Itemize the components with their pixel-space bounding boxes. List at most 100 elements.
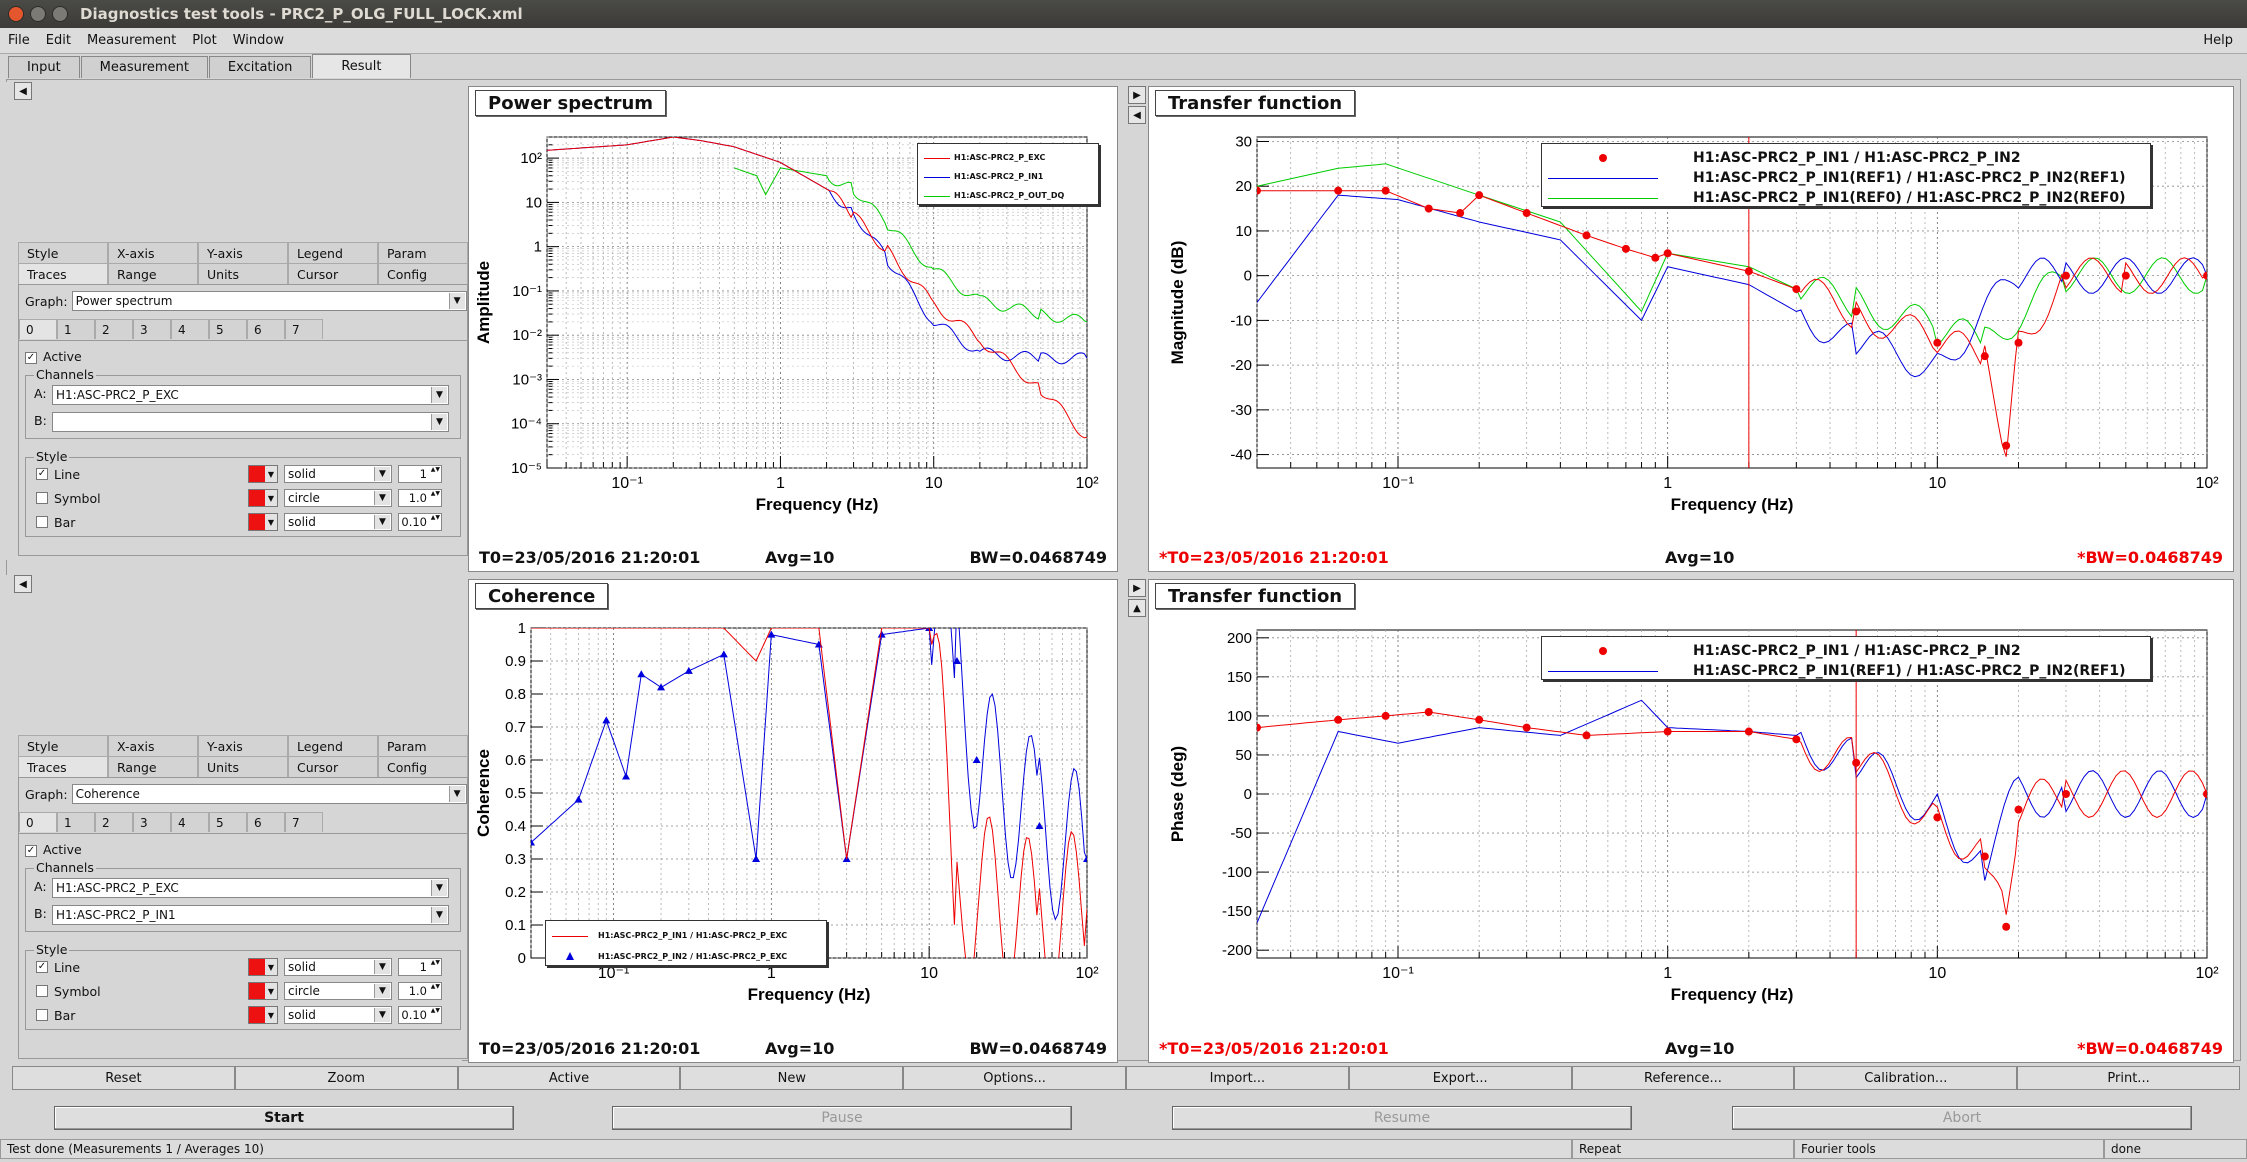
menu-file[interactable]: File xyxy=(8,33,30,48)
checkbox-icon[interactable] xyxy=(36,985,48,997)
line-size-spinner[interactable]: 1 xyxy=(398,958,442,976)
plot-canvas[interactable]: 10⁻¹ 1 10 10² 1 0.9 0.8 0.7 0.6 0.5 0.4 0.3 0.2 0.1 0 F… xyxy=(469,580,1117,1062)
option-tab[interactable]: Cursor xyxy=(288,756,378,777)
trace-tab[interactable]: 0 xyxy=(19,319,57,339)
option-tab[interactable]: Cursor xyxy=(288,263,378,284)
plot-canvas[interactable]: 10⁻¹ 1 10 10² 200 150 100 50 0 -50 -100 -150 -200 Fre… xyxy=(1149,580,2233,1062)
menu-window[interactable]: Window xyxy=(232,33,284,48)
option-tab[interactable]: Param xyxy=(378,735,468,756)
import-button[interactable]: Import... xyxy=(1125,1066,1349,1090)
channel-b-select[interactable]: H1:ASC-PRC2_P_IN1 ▼ xyxy=(52,905,449,925)
trace-tab[interactable]: 1 xyxy=(57,319,95,339)
menu-plot[interactable]: Plot xyxy=(192,33,217,48)
bar-color-picker[interactable]: ▼ xyxy=(248,513,278,531)
trace-tab[interactable]: 0 xyxy=(19,812,57,832)
option-tab[interactable]: Units xyxy=(198,263,288,284)
calibration-button[interactable]: Calibration... xyxy=(1794,1066,2018,1090)
symbol-color-picker[interactable]: ▼ xyxy=(248,489,278,507)
channel-a-select[interactable]: H1:ASC-PRC2_P_EXC ▼ xyxy=(52,878,449,898)
active-button[interactable]: Active xyxy=(457,1066,681,1090)
checkbox-checked-icon[interactable]: ✓ xyxy=(36,468,48,480)
bar-style-select[interactable]: solid ▼ xyxy=(284,1006,392,1024)
bar-size-spinner[interactable]: 0.10 xyxy=(398,1006,442,1024)
abort-button[interactable]: Abort xyxy=(1732,1106,2192,1130)
checkbox-icon[interactable] xyxy=(36,1009,48,1021)
expand-right-icon[interactable]: ▶ xyxy=(1128,579,1146,597)
option-tab[interactable]: X-axis xyxy=(108,242,198,263)
trace-tab[interactable]: 4 xyxy=(171,812,209,832)
symbol-size-spinner[interactable]: 1.0 xyxy=(398,982,442,1000)
zoom-button[interactable]: Zoom xyxy=(234,1066,458,1090)
trace-tab[interactable]: 5 xyxy=(209,812,247,832)
option-tab[interactable]: Param xyxy=(378,242,468,263)
option-tab[interactable]: Legend xyxy=(288,735,378,756)
menu-edit[interactable]: Edit xyxy=(45,33,71,48)
option-tab[interactable]: Y-axis xyxy=(198,735,288,756)
graph-select[interactable]: Power spectrum ▼ xyxy=(71,291,467,311)
trace-tab[interactable]: 3 xyxy=(133,319,171,339)
option-tab[interactable]: Style xyxy=(18,242,108,263)
trace-tab[interactable]: 2 xyxy=(95,319,133,339)
tab-excitation[interactable]: Excitation xyxy=(208,56,312,78)
checkbox-icon[interactable] xyxy=(36,516,48,528)
trace-tab[interactable]: 5 xyxy=(209,319,247,339)
trace-tab[interactable]: 7 xyxy=(285,812,323,832)
collapse-panel-icon[interactable]: ◀ xyxy=(14,575,32,593)
active-row[interactable]: ✓ Active xyxy=(25,842,82,857)
option-tab[interactable]: X-axis xyxy=(108,735,198,756)
collapse-panel-icon[interactable]: ◀ xyxy=(14,82,32,100)
bar-style-select[interactable]: solid ▼ xyxy=(284,513,392,531)
start-button[interactable]: Start xyxy=(54,1106,514,1130)
checkbox-checked-icon[interactable]: ✓ xyxy=(25,844,37,857)
symbol-style-select[interactable]: circle ▼ xyxy=(284,982,392,1000)
trace-tab[interactable]: 6 xyxy=(247,812,285,832)
expand-right-icon[interactable]: ▶ xyxy=(1128,86,1146,104)
bar-color-picker[interactable]: ▼ xyxy=(248,1006,278,1024)
tab-input[interactable]: Input xyxy=(8,56,80,78)
option-tab[interactable]: Y-axis xyxy=(198,242,288,263)
graph-select[interactable]: Coherence ▼ xyxy=(71,784,467,804)
checkbox-checked-icon[interactable]: ✓ xyxy=(36,961,48,973)
channel-b-select[interactable]: ▼ xyxy=(52,412,449,432)
trace-tab[interactable]: 4 xyxy=(171,319,209,339)
close-window-icon[interactable] xyxy=(8,6,24,22)
trace-tab[interactable]: 6 xyxy=(247,319,285,339)
option-tab[interactable]: Traces xyxy=(18,263,108,284)
line-size-spinner[interactable]: 1 xyxy=(398,465,442,483)
print-button[interactable]: Print... xyxy=(2017,1066,2240,1090)
option-tab[interactable]: Traces xyxy=(18,756,108,777)
maximize-window-icon[interactable] xyxy=(52,6,68,22)
menu-measurement[interactable]: Measurement xyxy=(86,33,177,48)
option-tab[interactable]: Style xyxy=(18,735,108,756)
option-tab[interactable]: Range xyxy=(108,263,198,284)
channel-a-select[interactable]: H1:ASC-PRC2_P_EXC ▼ xyxy=(52,385,449,405)
reference-button[interactable]: Reference... xyxy=(1571,1066,1795,1090)
option-tab[interactable]: Config xyxy=(378,756,468,777)
trace-tab[interactable]: 7 xyxy=(285,319,323,339)
new-button[interactable]: New xyxy=(680,1066,904,1090)
trace-tab[interactable]: 2 xyxy=(95,812,133,832)
line-color-picker[interactable]: ▼ xyxy=(248,958,278,976)
symbol-size-spinner[interactable]: 1.0 xyxy=(398,489,442,507)
reset-button[interactable]: Reset xyxy=(12,1066,235,1090)
trace-tab[interactable]: 1 xyxy=(57,812,95,832)
option-tab[interactable]: Legend xyxy=(288,242,378,263)
tab-result[interactable]: Result xyxy=(312,54,411,78)
resume-button[interactable]: Resume xyxy=(1172,1106,1632,1130)
pause-button[interactable]: Pause xyxy=(612,1106,1072,1130)
option-tab[interactable]: Units xyxy=(198,756,288,777)
expand-up-icon[interactable]: ▲ xyxy=(1128,599,1146,617)
expand-left-icon[interactable]: ◀ xyxy=(1128,106,1146,124)
checkbox-checked-icon[interactable]: ✓ xyxy=(25,351,37,364)
checkbox-icon[interactable] xyxy=(36,492,48,504)
symbol-color-picker[interactable]: ▼ xyxy=(248,982,278,1000)
line-style-select[interactable]: solid ▼ xyxy=(284,958,392,976)
options-button[interactable]: Options... xyxy=(903,1066,1126,1090)
line-style-select[interactable]: solid ▼ xyxy=(284,465,392,483)
symbol-style-select[interactable]: circle ▼ xyxy=(284,489,392,507)
export-button[interactable]: Export... xyxy=(1348,1066,1572,1090)
option-tab[interactable]: Config xyxy=(378,263,468,284)
menu-help[interactable]: Help xyxy=(2203,33,2233,48)
tab-measurement[interactable]: Measurement xyxy=(80,56,208,78)
minimize-window-icon[interactable] xyxy=(30,6,46,22)
